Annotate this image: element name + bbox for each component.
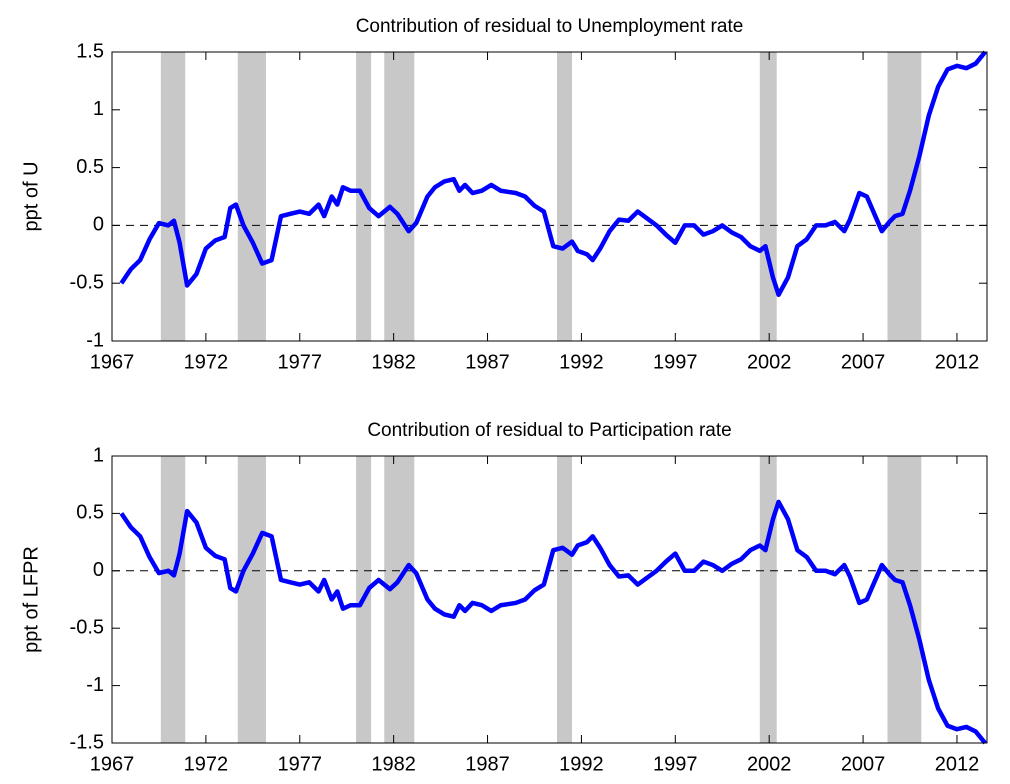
y-tick-label: -0.5 — [70, 271, 104, 293]
x-tick-label: 1992 — [559, 753, 604, 775]
x-tick-label: 2002 — [747, 351, 792, 373]
recession-band — [557, 52, 573, 341]
recession-band — [887, 52, 922, 341]
y-tick-label: 0 — [93, 559, 104, 581]
x-tick-label: 2002 — [747, 753, 792, 775]
recession-band — [759, 52, 777, 341]
axes-frame — [111, 51, 988, 342]
x-tick-label: 1982 — [371, 351, 416, 373]
chart-title: Contribution of residual to Participatio… — [367, 420, 731, 441]
x-tick-label: 2007 — [841, 753, 886, 775]
y-tick-label: 0 — [93, 214, 104, 236]
y-tick-label: 1 — [93, 98, 104, 120]
y-tick-label: -1 — [86, 674, 104, 696]
recession-band — [557, 456, 573, 743]
x-tick-label: 2012 — [935, 351, 980, 373]
recession-band — [237, 456, 266, 743]
recession-band — [384, 456, 415, 743]
x-tick-label: 1987 — [465, 351, 510, 373]
y-tick-label: 0.5 — [76, 156, 104, 178]
recession-band — [384, 52, 415, 341]
x-tick-label: 2012 — [935, 753, 980, 775]
data-line — [119, 499, 987, 745]
y-tick-label: -1.5 — [70, 731, 104, 753]
y-tick-label: -1 — [86, 329, 104, 351]
x-tick-label: 1987 — [465, 753, 510, 775]
y-tick-label: 1.5 — [76, 40, 104, 62]
recession-band — [887, 456, 922, 743]
y-tick-label: -0.5 — [70, 616, 104, 638]
y-axis-label: ppt of U — [20, 161, 42, 231]
y-axis-label: ppt of LFPR — [20, 546, 42, 653]
recession-band — [160, 456, 186, 743]
x-tick-label: 1967 — [90, 351, 135, 373]
x-tick-label: 1992 — [559, 351, 604, 373]
x-tick-label: 1972 — [184, 753, 229, 775]
x-tick-label: 1982 — [371, 753, 416, 775]
x-tick-label: 1977 — [278, 753, 323, 775]
recession-band — [759, 456, 777, 743]
x-tick-label: 1997 — [653, 753, 698, 775]
x-tick-label: 1967 — [90, 753, 135, 775]
data-line — [119, 50, 987, 298]
axes-frame — [111, 455, 988, 744]
y-tick-label: 1 — [93, 444, 104, 466]
y-tick-label: 0.5 — [76, 502, 104, 524]
x-tick-label: 1997 — [653, 351, 698, 373]
recession-band — [237, 52, 266, 341]
x-tick-label: 1972 — [184, 351, 229, 373]
x-tick-label: 1977 — [278, 351, 323, 373]
x-tick-label: 2007 — [841, 351, 886, 373]
chart-title: Contribution of residual to Unemployment… — [356, 16, 744, 37]
recession-band — [160, 52, 186, 341]
